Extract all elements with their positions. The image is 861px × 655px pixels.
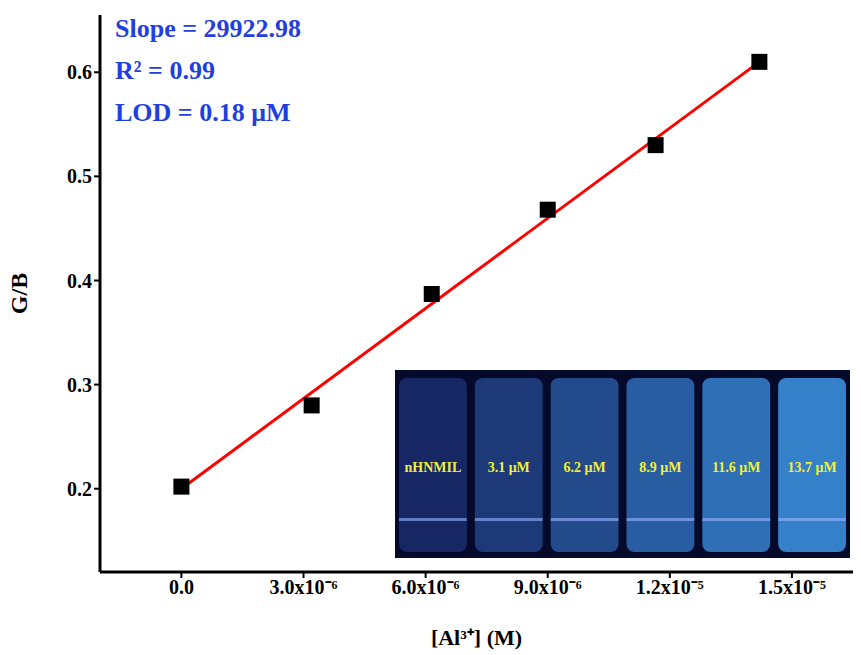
svg-text:1.5x10⁻⁵: 1.5x10⁻⁵ [758,576,826,598]
html-text:Slope = 29922.98: Slope = 29922.98 [115,14,301,43]
svg-text:6.0x10⁻⁶: 6.0x10⁻⁶ [392,576,460,598]
html-text:R² = 0.99: R² = 0.99 [115,56,215,85]
svg-text:11.6 μM: 11.6 μM [712,460,760,475]
svg-text:9.0x10⁻⁶: 9.0x10⁻⁶ [514,576,582,598]
svg-text:0.4: 0.4 [67,270,92,292]
svg-text:0.6: 0.6 [67,61,92,83]
svg-text:1.2x10⁻⁵: 1.2x10⁻⁵ [636,576,704,598]
svg-text:3.1 μM: 3.1 μM [488,460,530,475]
svg-text:G/B: G/B [6,273,32,314]
svg-text:8.9 μM: 8.9 μM [639,460,681,475]
svg-text:0.0: 0.0 [169,576,194,598]
svg-text:0.3: 0.3 [67,374,92,396]
svg-text:3.0x10⁻⁶: 3.0x10⁻⁶ [270,576,338,598]
svg-text:0.2: 0.2 [67,478,92,500]
svg-text:[Al³⁺] (M): [Al³⁺] (M) [431,625,522,650]
svg-text:nHNMIL: nHNMIL [405,460,462,475]
svg-text:13.7 μM: 13.7 μM [788,460,837,475]
svg-text:0.5: 0.5 [67,165,92,187]
svg-text:6.2 μM: 6.2 μM [564,460,606,475]
html-text:LOD = 0.18 μM: LOD = 0.18 μM [115,98,291,127]
